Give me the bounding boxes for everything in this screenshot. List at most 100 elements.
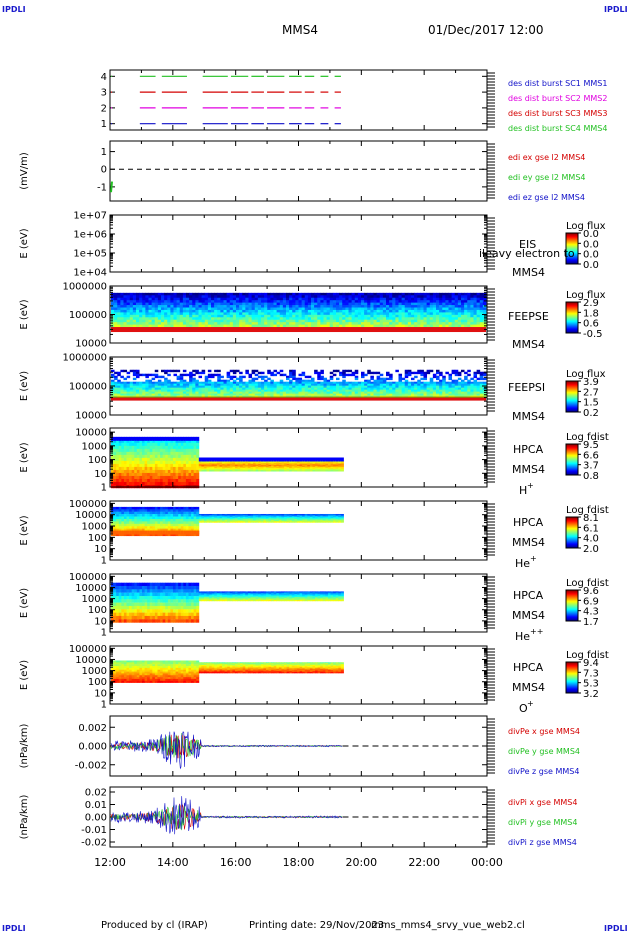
hpca-h-cell [232,469,236,471]
feepse-spacecraft: MMS4 [512,338,545,351]
feepsi-cell [292,375,296,379]
hpca-h-cell [330,465,334,467]
hpca-h-cell [289,463,293,465]
feepse-cell [148,292,153,296]
feepsi-cell [232,387,237,391]
feepsi-cell [298,379,303,383]
hpca-h-cell [281,469,285,471]
feepsi-cell [317,371,321,375]
hpca-h-cell [211,463,215,465]
hpca-h-cell [255,461,259,463]
hpca-h-cell [327,465,331,467]
feepsi-cell [326,393,331,397]
hpca-h-cell [247,467,251,469]
hpca-h-cell [211,464,215,466]
hpca-h-cell [309,457,313,462]
feepse-cell [186,324,190,328]
feepse-cell [254,317,259,321]
feepse-cell [129,314,134,318]
hpca-h-cell [198,457,202,462]
hpca-h-cell [118,439,122,444]
feepse-cell [292,324,296,328]
hpca-h-cell [170,466,174,471]
feepsi-cell [470,383,474,387]
feepsi-cell [304,393,309,397]
feepse-cell [367,302,371,306]
feepse-cell [154,295,159,299]
feepsi-cell [420,371,424,375]
feepse-cell [436,312,440,316]
feepsi-cell [126,375,131,379]
hpca-h-cell [247,469,251,471]
feepse-cell [292,307,296,311]
hpca-h-cell [315,463,319,465]
hpca-h-cell [289,465,293,467]
feepse-cell [129,309,134,313]
hpca-h-cell [198,466,202,468]
hpca-h-cell [198,467,202,469]
feepse-cell [270,307,274,311]
hpca-h-cell [327,467,331,469]
feepse-cell [295,309,299,313]
hpca-h-cell [141,454,145,459]
hpca-h-cell [170,439,174,444]
hpca-h-cell [193,466,197,471]
feepse-cell [420,305,424,308]
feepse-cell [248,317,253,321]
hpca-h-cell [325,467,329,469]
hpca-h-cell [149,439,153,444]
feepsi-cell [432,383,437,387]
hpca-h-cell [289,465,293,467]
hpca-h-cell [322,462,326,464]
feepse-cell [139,307,143,311]
feepse-cell [473,305,478,308]
feepsi-colorbar [565,380,579,413]
feepsi-cell [217,375,221,379]
hpca-h-cell [338,465,342,467]
feepsi-cell [179,383,184,387]
feepse-cell [226,300,231,304]
feepse-cell [386,317,390,321]
hpca-h-cell [144,478,148,483]
feepsi-cell [239,379,243,383]
feepsi-cell [229,383,234,387]
feepse-cell [457,307,462,311]
hpca-h-cell [309,465,313,467]
hpca-h-cell [258,457,262,462]
feepse-cell [176,317,181,321]
feepse-cell [273,319,278,323]
feepse-cell [370,317,374,321]
feepse-cell [114,317,118,321]
hpca-h-cell [333,469,337,471]
feepse-cell [364,324,368,328]
feepsi-cell [186,383,190,387]
feepsi-cell [276,391,281,395]
hpca-h-cell [131,460,135,465]
feepse-ytick-label: 10000 [75,339,107,350]
feepse-cell [401,302,406,306]
feepsi-cell [117,379,121,383]
hpca-h-cell [201,462,205,464]
hpca-h-cell [271,457,275,462]
hpca-h-cell [299,463,303,465]
feepse-cell [376,295,381,299]
hpca-h-cell [144,472,148,477]
feepse-cell [454,324,459,328]
hpca-h-cell [198,468,202,470]
feepse-cell [136,317,140,321]
feepsi-cell [248,393,253,397]
hpca-h-cell [273,465,277,467]
feepse-cell [301,307,306,311]
hpca-h-cell [116,448,120,453]
feepse-cell [129,305,134,308]
hpca-h-cell [320,469,324,471]
feepsi-cell [339,387,343,391]
feepsi-cell [226,381,231,385]
feepse-cell [254,314,259,318]
feepse-cell [345,300,349,304]
feepse-cell [220,300,224,304]
feepse-colorbar [565,301,579,334]
feepsi-cell [348,391,353,395]
feepse-cell [179,302,184,306]
feepsi-cell [392,383,396,387]
